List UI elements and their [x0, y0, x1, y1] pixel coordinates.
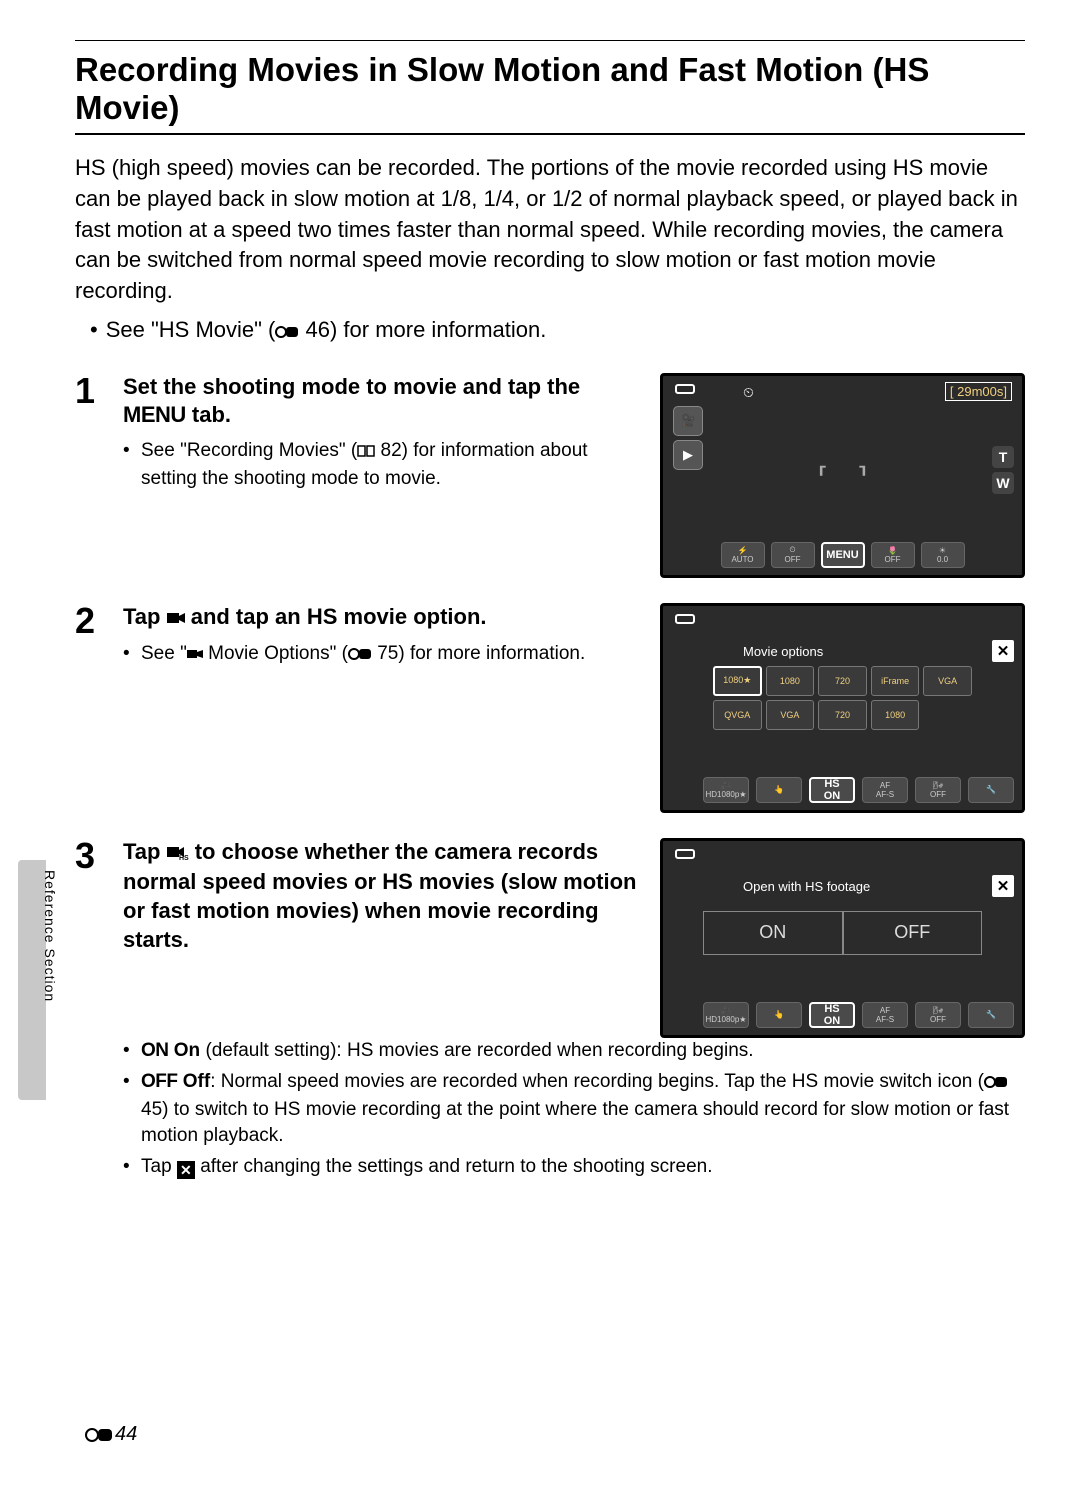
top-rule [75, 40, 1025, 41]
zoom-tele[interactable]: T [992, 446, 1014, 468]
ev-btn[interactable]: ☀0.0 [921, 542, 965, 568]
bottom-toolbar: ⚡AUTO ⏲OFF MENU 🌷OFF ☀0.0 [721, 542, 965, 568]
movie-options-title: Movie options [743, 644, 823, 659]
side-icons: 🎥 ▶ [673, 406, 703, 474]
timer-icon: ⏲ [743, 384, 754, 401]
lcd-screenshot-2: Movie options ✕ 1080★ 1080 720 iFrame VG… [660, 603, 1025, 813]
lcd-screenshot-3: Open with HS footage ✕ ON OFF 🎥HD1080p★ … [660, 838, 1025, 1038]
step-3-on: ON On (default setting): HS movies are r… [123, 1038, 1025, 1064]
close-icon[interactable]: ✕ [992, 875, 1014, 897]
opt-720-hs[interactable]: 720 [818, 700, 867, 730]
opt-1080s[interactable]: 1080★ [713, 666, 762, 696]
hs-icon: HS [167, 840, 189, 869]
step-3-off: OFF Off: Normal speed movies are recorde… [123, 1069, 1025, 1148]
wind-btn[interactable]: 🌬OFF [915, 1002, 961, 1028]
step-3-tap-x: Tap ✕ after changing the settings and re… [123, 1154, 1025, 1180]
zoom-wide[interactable]: W [992, 472, 1014, 494]
af-btn[interactable]: AFAF-S [862, 777, 908, 803]
rec-indicator [675, 849, 695, 859]
zoom-controls: T W [992, 446, 1014, 498]
opt-iframe[interactable]: iFrame [871, 666, 920, 696]
see-hs-movie: •See "HS Movie" ( 46) for more informati… [75, 315, 1025, 348]
x-icon: ✕ [177, 1161, 195, 1179]
step-2-heading: Tap and tap an HS movie option. [123, 603, 640, 634]
opt-1080-hs[interactable]: 1080 [871, 700, 920, 730]
step-1-heading: Set the shooting mode to movie and tap t… [123, 373, 640, 430]
menu-btn[interactable]: MENU [821, 542, 865, 568]
opt-720[interactable]: 720 [818, 666, 867, 696]
af-btn[interactable]: AFAF-S [862, 1002, 908, 1028]
step-3-number: 3 [75, 838, 105, 1186]
wrench-btn[interactable]: 🔧 [968, 777, 1014, 803]
lcd-screenshot-1: ⏲ 🎥 ▶ [ 29m00s] ⸢⸣ T W ⚡AUTO ⏲OFF MENU [660, 373, 1025, 578]
opt-qvga-hs[interactable]: QVGA [713, 700, 762, 730]
wind-btn[interactable]: 🌬OFF [915, 777, 961, 803]
step-3: 3 Tap HS to choose whether the camera re… [75, 838, 1025, 1186]
svg-text:HS: HS [179, 855, 189, 861]
hd-btn[interactable]: 🎥HD1080p★ [703, 1002, 749, 1028]
on-option[interactable]: ON [703, 911, 843, 955]
step-2-number: 2 [75, 603, 105, 813]
movie-options-grid: 1080★ 1080 720 iFrame VGA QVGA VGA 720 1… [713, 666, 972, 730]
ref-icon [348, 643, 372, 669]
time-remaining: [ 29m00s] [945, 382, 1012, 401]
see-pre: See "HS Movie" ( [106, 317, 276, 342]
hd-btn[interactable]: 🎥HD1080p★ [703, 777, 749, 803]
rec-indicator [675, 614, 695, 624]
ref-icon [85, 1427, 113, 1443]
hs-footage-title: Open with HS footage [743, 879, 870, 894]
step-1-number: 1 [75, 373, 105, 578]
page-number: 44 [85, 1423, 137, 1446]
ref-icon [275, 317, 299, 348]
macro-off-btn[interactable]: 🌷OFF [871, 542, 915, 568]
auto-btn[interactable]: ⚡AUTO [721, 542, 765, 568]
off-option[interactable]: OFF [843, 911, 983, 955]
intro-paragraph: HS (high speed) movies can be recorded. … [75, 153, 1025, 307]
ref-icon [984, 1071, 1008, 1097]
hs-on-btn[interactable]: HSON [809, 777, 855, 803]
step-1-sub: See "Recording Movies" ( 82) for informa… [123, 438, 640, 491]
touch-btn[interactable]: 👆 [756, 1002, 802, 1028]
wrench-btn[interactable]: 🔧 [968, 1002, 1014, 1028]
page-title: Recording Movies in Slow Motion and Fast… [75, 51, 1025, 135]
opt-vga-hs[interactable]: VGA [766, 700, 815, 730]
opt-1080[interactable]: 1080 [766, 666, 815, 696]
timer-off-btn[interactable]: ⏲OFF [771, 542, 815, 568]
movie-icon [167, 605, 185, 634]
bottom-toolbar-2: 🎥HD1080p★ 👆 HSON AFAF-S 🌬OFF 🔧 [703, 777, 1014, 803]
step-2: 2 Tap and tap an HS movie option. See " … [75, 603, 1025, 813]
movie-mode-icon[interactable]: 🎥 [673, 406, 703, 436]
bottom-toolbar-3: 🎥HD1080p★ 👆 HSON AFAF-S 🌬OFF 🔧 [703, 1002, 1014, 1028]
rec-indicator [675, 384, 695, 394]
step-1: 1 Set the shooting mode to movie and tap… [75, 373, 1025, 578]
movie-icon-small [187, 643, 203, 669]
see-ref: 46) for more information. [299, 317, 546, 342]
focus-brackets: ⸢⸣ [818, 461, 868, 497]
play-icon[interactable]: ▶ [673, 440, 703, 470]
step-2-sub: See " Movie Options" ( 75) for more info… [123, 641, 640, 669]
step-3-heading: Tap HS to choose whether the camera reco… [123, 838, 640, 954]
touch-btn[interactable]: 👆 [756, 777, 802, 803]
on-off-toggle: ON OFF [703, 911, 982, 955]
on-label: ON [141, 1040, 169, 1061]
hs-on-btn[interactable]: HSON [809, 1002, 855, 1028]
close-icon[interactable]: ✕ [992, 640, 1014, 662]
book-icon [357, 440, 375, 466]
opt-vga[interactable]: VGA [923, 666, 972, 696]
menu-word: MENU [123, 402, 186, 427]
off-label: OFF [141, 1071, 178, 1092]
